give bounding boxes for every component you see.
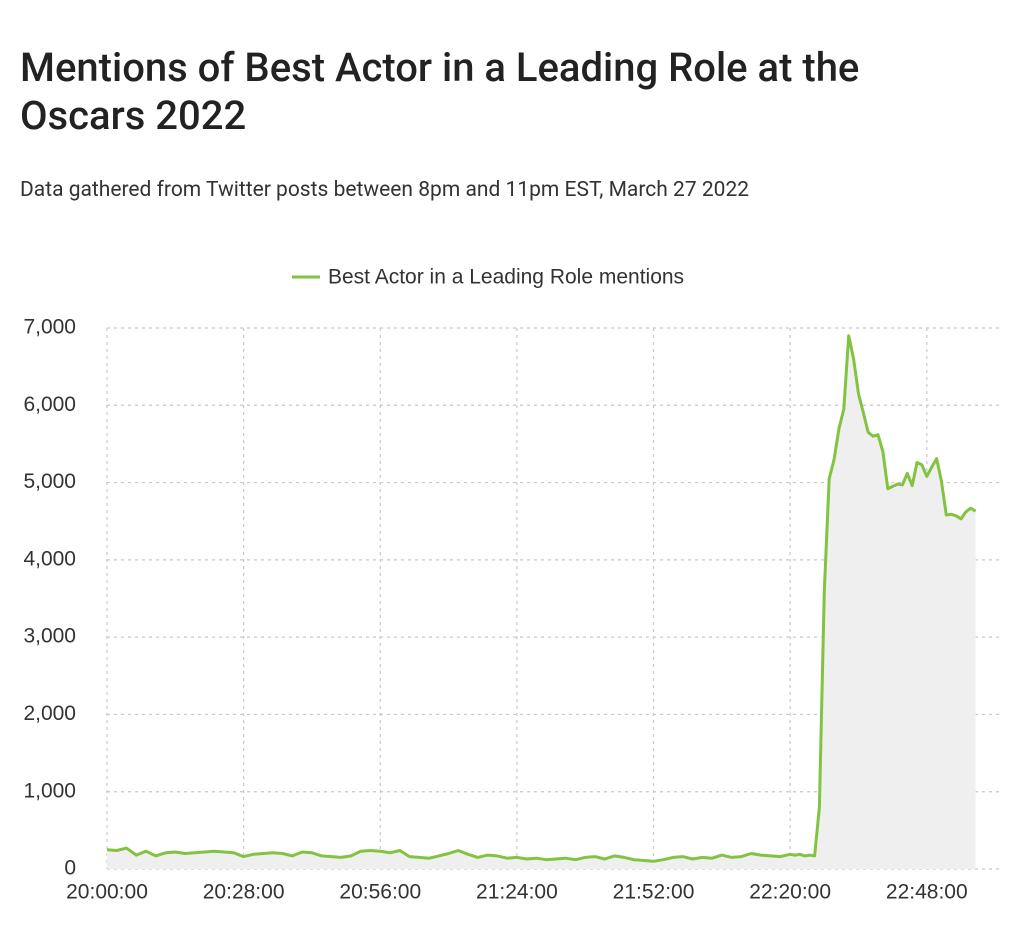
x-tick-label: 20:00:00 [66, 881, 148, 904]
y-tick-label: 7,000 [23, 316, 76, 339]
x-tick-label: 21:52:00 [613, 881, 695, 904]
y-tick-label: 4,000 [23, 547, 76, 570]
y-tick-label: 1,000 [23, 779, 76, 802]
y-tick-label: 5,000 [23, 470, 76, 493]
x-tick-label: 22:20:00 [749, 881, 831, 904]
chart-subtitle: Data gathered from Twitter posts between… [20, 178, 750, 202]
chart-title: Mentions of Best Actor in a Leading Role… [20, 44, 860, 139]
line [106, 334, 977, 863]
y-tick-label: 0 [64, 857, 76, 880]
x-tick-label: 20:56:00 [339, 881, 421, 904]
area [107, 335, 976, 869]
x-tick-label: 20:28:00 [203, 881, 285, 904]
y-tick-label: 6,000 [23, 393, 76, 416]
y-tick-label: 2,000 [23, 702, 76, 725]
legend-label: Best Actor in a Leading Role mentions [328, 266, 684, 289]
x-tick-label: 22:48:00 [886, 881, 968, 904]
y-tick-label: 3,000 [23, 625, 76, 648]
x-tick-label: 21:24:00 [476, 881, 558, 904]
